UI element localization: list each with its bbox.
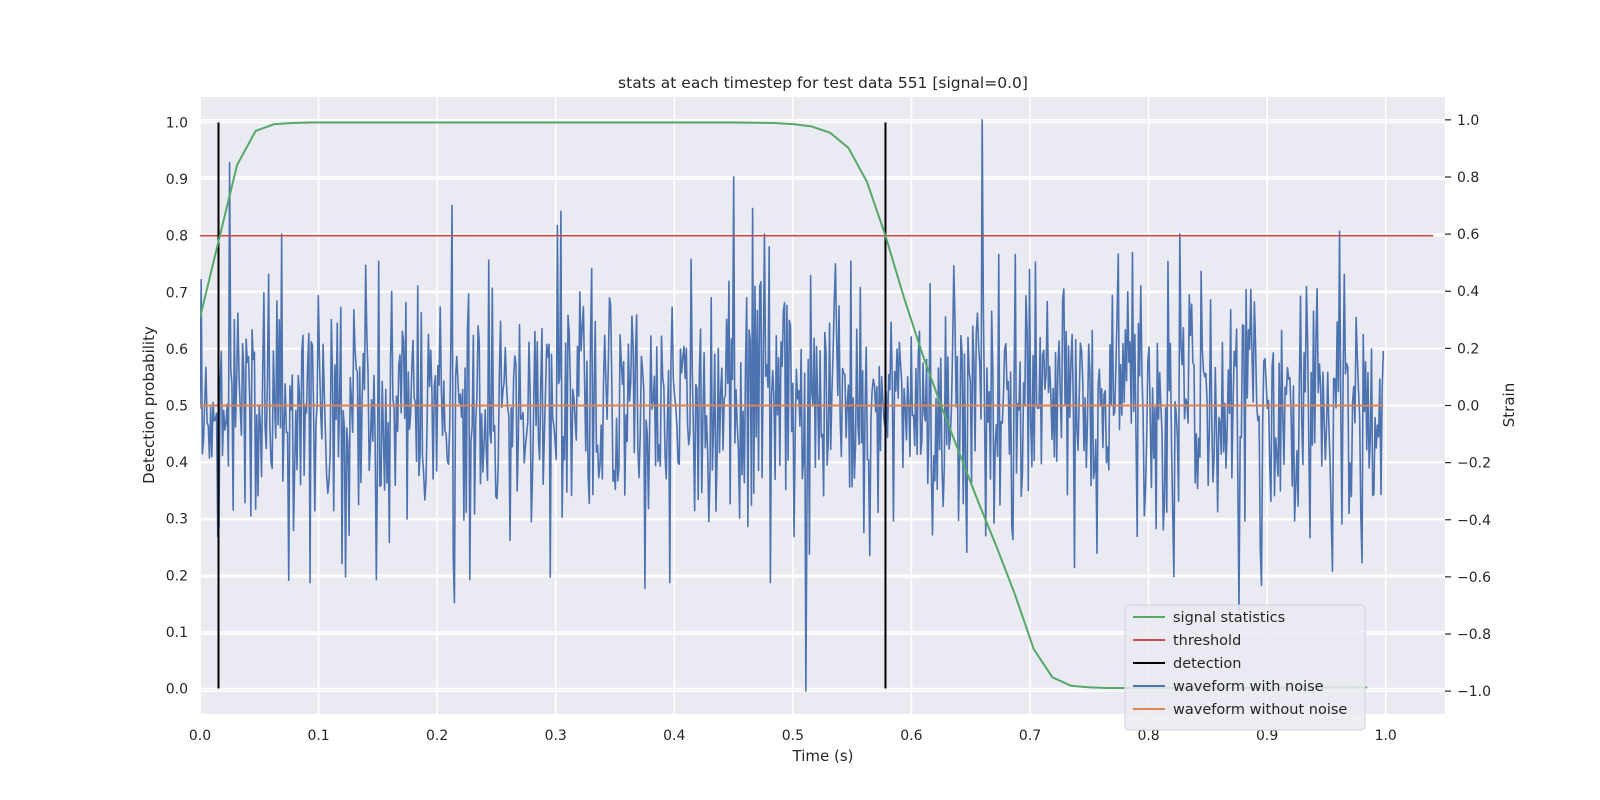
chart-title: stats at each timestep for test data 551… — [618, 74, 1028, 92]
y-tick-label: 0.0 — [166, 682, 188, 698]
legend-box — [1124, 604, 1366, 731]
y-tick-label: 0.2 — [166, 568, 188, 584]
y2-tick-label: 0.4 — [1457, 284, 1479, 300]
legend: signal statistics threshold detection wavef… — [1124, 604, 1366, 731]
legend-entry: waveform with noise — [1133, 679, 1324, 695]
y2-tick-label: 0.8 — [1457, 170, 1479, 186]
y-tick-label: 0.6 — [166, 342, 188, 358]
y-axis-ticks: 0.0 0.1 0.2 0.3 0.4 0.5 0.6 0.7 0.8 0.9 1.0 — [166, 115, 188, 697]
y2-tick-label: −1.0 — [1457, 684, 1491, 700]
y-axis-label: Detection probability — [140, 326, 158, 484]
y-tick-label: 0.5 — [166, 399, 188, 415]
x-tick-label: 0.3 — [545, 728, 567, 744]
legend-label: waveform without noise — [1173, 702, 1347, 718]
x-tick-label: 0.8 — [1137, 728, 1159, 744]
legend-label: signal statistics — [1173, 610, 1285, 626]
x-tick-label: 1.0 — [1375, 728, 1397, 744]
legend-label: threshold — [1173, 633, 1241, 649]
y2-axis-ticks: −1.0 −0.8 −0.6 −0.4 −0.2 0.0 0.2 0.4 0.6 0.8 1.0 — [1445, 113, 1491, 700]
y-tick-label: 0.4 — [166, 455, 188, 471]
x-tick-label: 0.4 — [663, 728, 685, 744]
y-tick-label: 1.0 — [166, 115, 188, 131]
y2-tick-label: −0.2 — [1457, 456, 1491, 472]
series-waveform-with-noise — [200, 119, 1385, 692]
x-tick-label: 0.7 — [1019, 728, 1041, 744]
legend-entry: waveform without noise — [1133, 702, 1347, 718]
legend-entry: signal statistics — [1133, 610, 1285, 626]
y-tick-label: 0.8 — [166, 229, 188, 245]
x-tick-label: 0.2 — [426, 728, 448, 744]
y-tick-label: 0.9 — [166, 172, 188, 188]
y2-tick-label: 0.6 — [1457, 227, 1479, 243]
legend-entry: threshold — [1133, 633, 1241, 649]
series-layer — [200, 119, 1434, 692]
legend-label: waveform with noise — [1173, 679, 1324, 695]
x-tick-label: 0.6 — [900, 728, 922, 744]
y2-tick-label: 1.0 — [1457, 113, 1479, 129]
x-tick-label: 0.1 — [307, 728, 329, 744]
x-axis-ticks: 0.0 0.1 0.2 0.3 0.4 0.5 0.6 0.7 0.8 0.9 1.0 — [189, 728, 1397, 744]
y2-tick-label: 0.2 — [1457, 341, 1479, 357]
x-tick-label: 0.0 — [189, 728, 211, 744]
y2-tick-label: −0.4 — [1457, 513, 1491, 529]
legend-entry: detection — [1133, 656, 1241, 672]
x-tick-label: 0.5 — [782, 728, 804, 744]
y2-tick-label: 0.0 — [1457, 399, 1479, 415]
series-signal-statistics — [200, 121, 1368, 689]
y2-axis-label: Strain — [1500, 383, 1518, 427]
y-tick-label: 0.7 — [166, 285, 188, 301]
y-tick-label: 0.3 — [166, 512, 188, 528]
legend-label: detection — [1173, 656, 1241, 672]
x-tick-label: 0.9 — [1256, 728, 1278, 744]
x-axis-label: Time (s) — [792, 747, 854, 765]
y-tick-label: 0.1 — [166, 625, 188, 641]
y2-tick-label: −0.6 — [1457, 570, 1491, 586]
y2-tick-label: −0.8 — [1457, 627, 1491, 643]
